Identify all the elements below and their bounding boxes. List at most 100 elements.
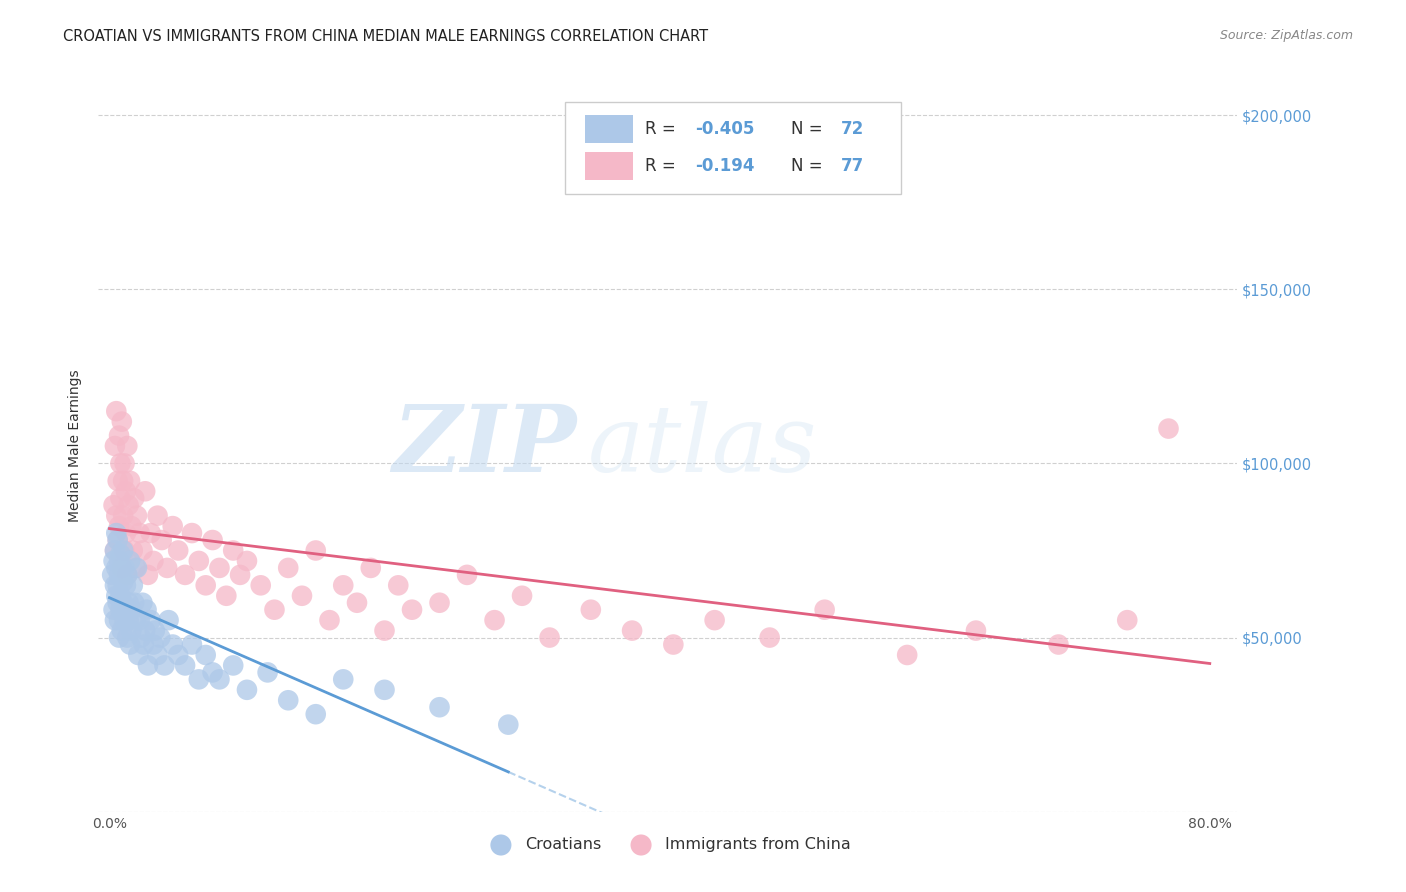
Point [277, 561, 299, 575]
Point [107, 596, 129, 610]
Point [256, 665, 278, 680]
Point [111, 561, 134, 575]
Point [110, 589, 132, 603]
Point [128, 526, 150, 541]
Point [146, 508, 169, 523]
Point [124, 613, 146, 627]
Point [124, 561, 146, 575]
Point [114, 543, 136, 558]
Point [131, 596, 153, 610]
Point [143, 624, 166, 638]
Point [305, 543, 328, 558]
Point [134, 484, 156, 499]
Point [127, 648, 149, 662]
Point [139, 526, 162, 541]
Point [263, 603, 285, 617]
Point [104, 578, 127, 592]
Point [208, 673, 231, 687]
Text: N =: N = [790, 157, 828, 175]
Point [108, 554, 131, 568]
Point [103, 554, 125, 568]
Point [236, 682, 259, 697]
Point [107, 533, 129, 547]
Point [134, 624, 156, 638]
Point [814, 603, 837, 617]
Text: R =: R = [645, 120, 681, 138]
Point [117, 567, 139, 582]
Point [510, 589, 533, 603]
Legend: Croatians, Immigrants from China: Croatians, Immigrants from China [478, 830, 858, 859]
Point [122, 596, 145, 610]
Point [136, 658, 159, 673]
Point [579, 603, 602, 617]
Point [621, 624, 644, 638]
Point [104, 543, 127, 558]
Point [896, 648, 918, 662]
Point [167, 648, 190, 662]
Point [114, 457, 136, 471]
Point [201, 533, 224, 547]
Point [236, 554, 259, 568]
Text: R =: R = [645, 157, 686, 175]
Point [120, 554, 141, 568]
Point [187, 554, 209, 568]
Point [105, 589, 128, 603]
Point [703, 613, 725, 627]
Point [360, 561, 382, 575]
Point [181, 526, 204, 541]
Point [146, 648, 169, 662]
Point [110, 457, 132, 471]
Point [662, 638, 685, 652]
Point [107, 578, 129, 592]
Point [120, 474, 141, 488]
Point [150, 533, 173, 547]
Text: -0.194: -0.194 [695, 157, 755, 175]
Point [115, 578, 138, 592]
Point [108, 519, 131, 533]
Text: -0.405: -0.405 [695, 120, 755, 138]
Point [108, 631, 131, 645]
Point [120, 519, 142, 533]
Point [117, 567, 139, 582]
Point [105, 508, 128, 523]
Text: ZIP: ZIP [392, 401, 576, 491]
Point [114, 613, 136, 627]
Y-axis label: Median Male Earnings: Median Male Earnings [69, 369, 83, 523]
Point [174, 567, 197, 582]
Point [122, 491, 145, 506]
Point [208, 561, 231, 575]
Point [1116, 613, 1139, 627]
Point [125, 508, 148, 523]
Point [1047, 638, 1070, 652]
Point [103, 498, 125, 512]
Point [104, 543, 127, 558]
Point [107, 474, 129, 488]
Point [108, 567, 131, 582]
Point [401, 603, 423, 617]
Point [156, 561, 179, 575]
Point [194, 648, 217, 662]
Point [111, 624, 134, 638]
Point [105, 526, 128, 541]
Point [157, 613, 180, 627]
Point [129, 631, 152, 645]
Point [484, 613, 506, 627]
Point [758, 631, 780, 645]
Point [162, 519, 184, 533]
Point [222, 543, 245, 558]
Text: Source: ZipAtlas.com: Source: ZipAtlas.com [1219, 29, 1353, 42]
Point [131, 543, 153, 558]
Bar [585, 115, 633, 144]
Point [346, 596, 368, 610]
Point [118, 613, 141, 627]
Point [305, 707, 328, 722]
Point [118, 596, 141, 610]
Point [142, 638, 165, 652]
Point [103, 603, 125, 617]
Point [101, 567, 124, 582]
Point [115, 603, 138, 617]
Point [373, 682, 395, 697]
Point [110, 491, 132, 506]
Point [110, 547, 132, 561]
Point [229, 567, 252, 582]
